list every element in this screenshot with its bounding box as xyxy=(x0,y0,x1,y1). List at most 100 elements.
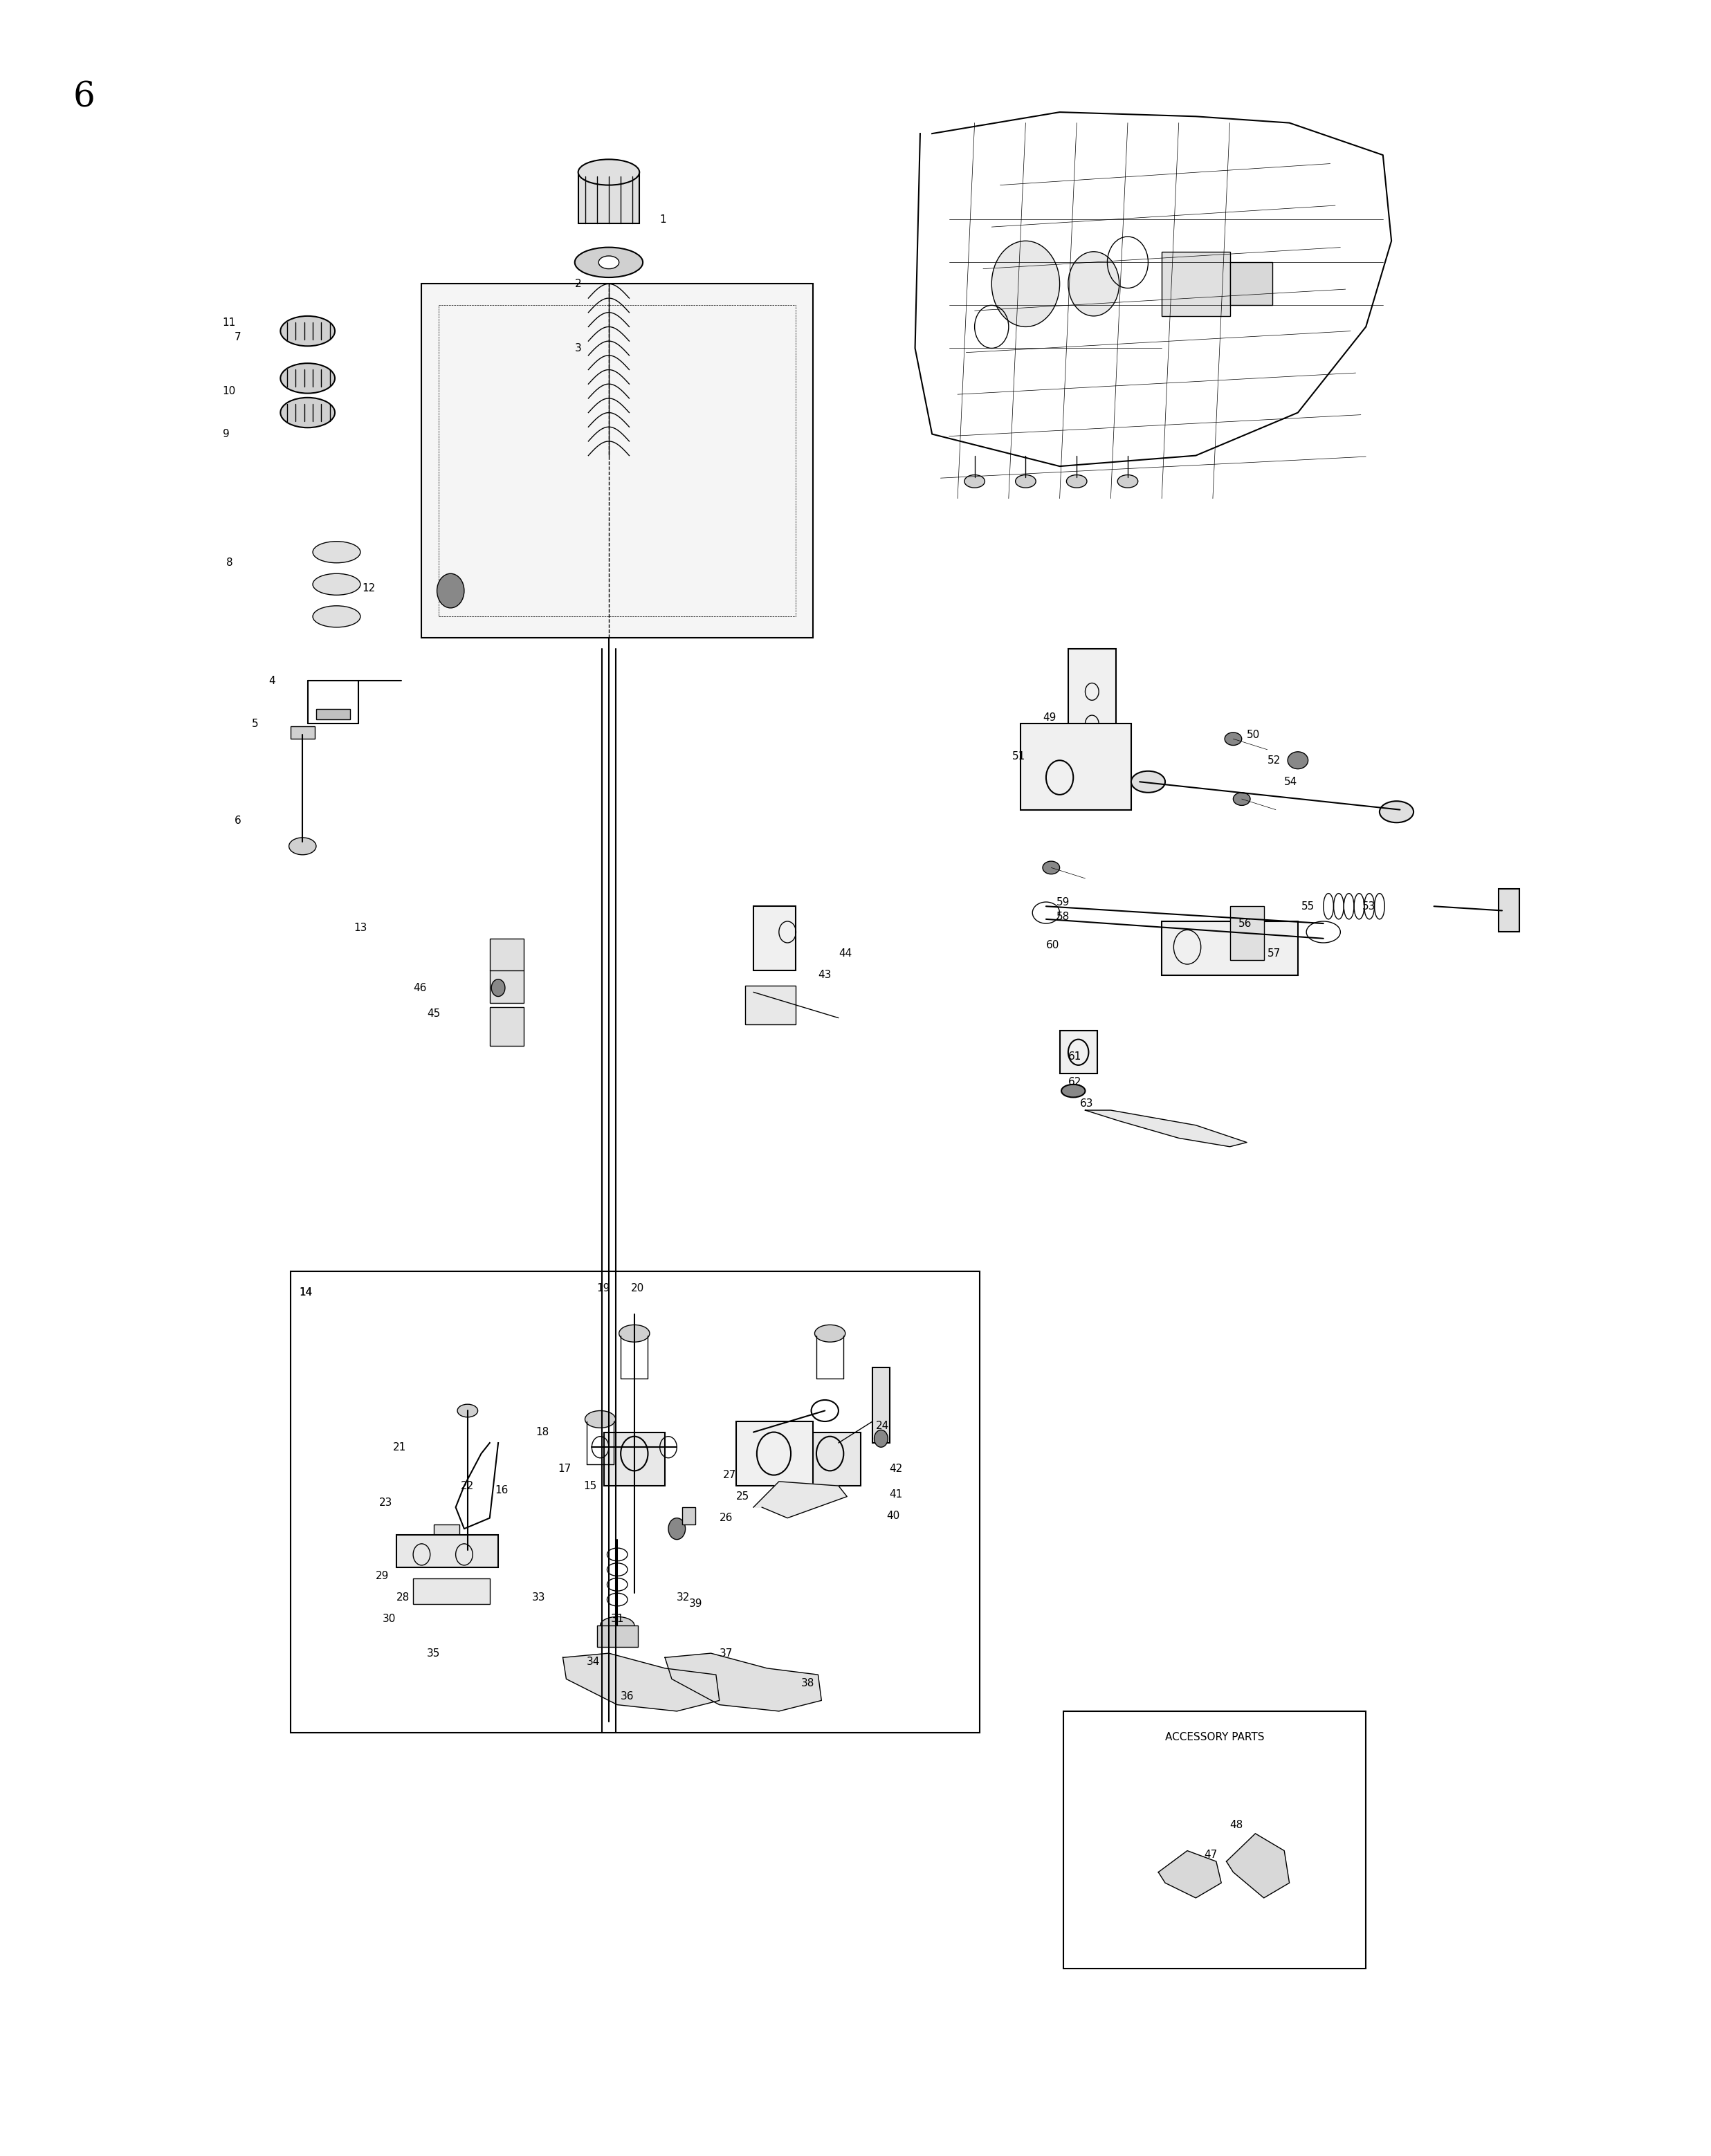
Bar xyxy=(489,938,524,1003)
Text: 62: 62 xyxy=(1068,1078,1081,1087)
Bar xyxy=(753,906,796,970)
Ellipse shape xyxy=(1066,474,1086,487)
Ellipse shape xyxy=(1379,802,1413,824)
Ellipse shape xyxy=(1117,474,1138,487)
Bar xyxy=(412,1578,489,1604)
Ellipse shape xyxy=(1225,733,1242,746)
Ellipse shape xyxy=(457,1544,477,1557)
Ellipse shape xyxy=(619,1324,650,1341)
Ellipse shape xyxy=(457,1404,477,1416)
Text: 40: 40 xyxy=(886,1511,900,1520)
Ellipse shape xyxy=(1042,860,1059,873)
Text: 26: 26 xyxy=(719,1514,732,1522)
Text: 28: 28 xyxy=(397,1593,409,1602)
Text: 13: 13 xyxy=(354,923,366,934)
Bar xyxy=(1020,724,1131,811)
Text: 58: 58 xyxy=(1056,912,1069,923)
Bar xyxy=(438,306,796,617)
Text: 1: 1 xyxy=(660,213,667,224)
Text: 10: 10 xyxy=(222,386,236,397)
Text: 51: 51 xyxy=(1011,750,1025,761)
Text: 52: 52 xyxy=(1268,755,1280,765)
Ellipse shape xyxy=(281,397,335,427)
Text: 24: 24 xyxy=(876,1421,890,1432)
Ellipse shape xyxy=(281,317,335,347)
Text: 61: 61 xyxy=(1068,1052,1081,1061)
Bar xyxy=(1063,1712,1365,1968)
Text: 32: 32 xyxy=(678,1593,690,1602)
Text: 3: 3 xyxy=(575,343,582,354)
Bar xyxy=(799,1432,861,1485)
Ellipse shape xyxy=(1061,1084,1085,1097)
Circle shape xyxy=(992,241,1059,328)
Text: 9: 9 xyxy=(222,429,229,440)
Text: 49: 49 xyxy=(1042,711,1056,722)
Text: 45: 45 xyxy=(426,1009,440,1020)
Text: 53: 53 xyxy=(1362,901,1376,912)
Text: 63: 63 xyxy=(1080,1100,1093,1108)
Text: 34: 34 xyxy=(587,1656,601,1667)
Polygon shape xyxy=(563,1654,719,1712)
Ellipse shape xyxy=(1288,752,1309,770)
Bar xyxy=(421,285,813,638)
Text: 15: 15 xyxy=(583,1481,597,1492)
Circle shape xyxy=(669,1518,686,1539)
Text: 37: 37 xyxy=(719,1647,732,1658)
Bar xyxy=(744,985,796,1024)
Text: 44: 44 xyxy=(838,949,852,959)
Bar xyxy=(1499,888,1519,931)
Circle shape xyxy=(436,573,464,608)
Text: 23: 23 xyxy=(380,1498,392,1509)
Text: 55: 55 xyxy=(1302,901,1314,912)
Ellipse shape xyxy=(814,1324,845,1341)
Text: 60: 60 xyxy=(1045,940,1059,951)
Bar xyxy=(597,1626,638,1647)
Bar xyxy=(578,172,640,224)
Ellipse shape xyxy=(313,541,361,563)
Text: 36: 36 xyxy=(621,1690,635,1701)
Text: 27: 27 xyxy=(722,1470,736,1481)
Text: 39: 39 xyxy=(690,1600,702,1608)
Text: 48: 48 xyxy=(1230,1820,1244,1830)
Text: 47: 47 xyxy=(1205,1850,1218,1861)
Text: 7: 7 xyxy=(234,332,241,343)
Ellipse shape xyxy=(1015,474,1035,487)
Text: 30: 30 xyxy=(383,1613,395,1623)
Ellipse shape xyxy=(601,1617,635,1634)
Text: 29: 29 xyxy=(376,1572,388,1580)
Text: 14: 14 xyxy=(299,1287,313,1298)
Text: 21: 21 xyxy=(394,1442,406,1453)
Text: 12: 12 xyxy=(363,584,375,593)
Ellipse shape xyxy=(965,474,986,487)
Text: 38: 38 xyxy=(801,1677,814,1688)
Text: 50: 50 xyxy=(1247,729,1259,740)
Polygon shape xyxy=(1227,1833,1290,1897)
Text: 11: 11 xyxy=(222,317,236,328)
Bar xyxy=(397,1535,498,1567)
Text: 43: 43 xyxy=(818,970,832,981)
Text: 4: 4 xyxy=(269,675,275,686)
Text: 33: 33 xyxy=(532,1593,546,1602)
Bar xyxy=(604,1432,666,1485)
Circle shape xyxy=(874,1429,888,1447)
Text: 17: 17 xyxy=(558,1464,571,1475)
Ellipse shape xyxy=(1131,772,1165,793)
Bar xyxy=(317,709,351,720)
Text: 57: 57 xyxy=(1268,949,1280,959)
Text: 25: 25 xyxy=(736,1492,749,1503)
Text: 59: 59 xyxy=(1056,897,1069,908)
Text: 8: 8 xyxy=(226,558,233,567)
Text: 5: 5 xyxy=(252,718,258,729)
Bar xyxy=(433,1524,459,1546)
Bar xyxy=(1230,906,1264,959)
Ellipse shape xyxy=(585,1410,616,1427)
Text: 6: 6 xyxy=(234,815,241,826)
Bar xyxy=(736,1421,813,1485)
Bar xyxy=(683,1507,696,1524)
Circle shape xyxy=(491,979,505,996)
Text: 20: 20 xyxy=(631,1283,645,1294)
Text: 54: 54 xyxy=(1285,776,1297,787)
Bar xyxy=(291,727,315,740)
Bar xyxy=(291,1272,980,1733)
Ellipse shape xyxy=(289,837,317,854)
